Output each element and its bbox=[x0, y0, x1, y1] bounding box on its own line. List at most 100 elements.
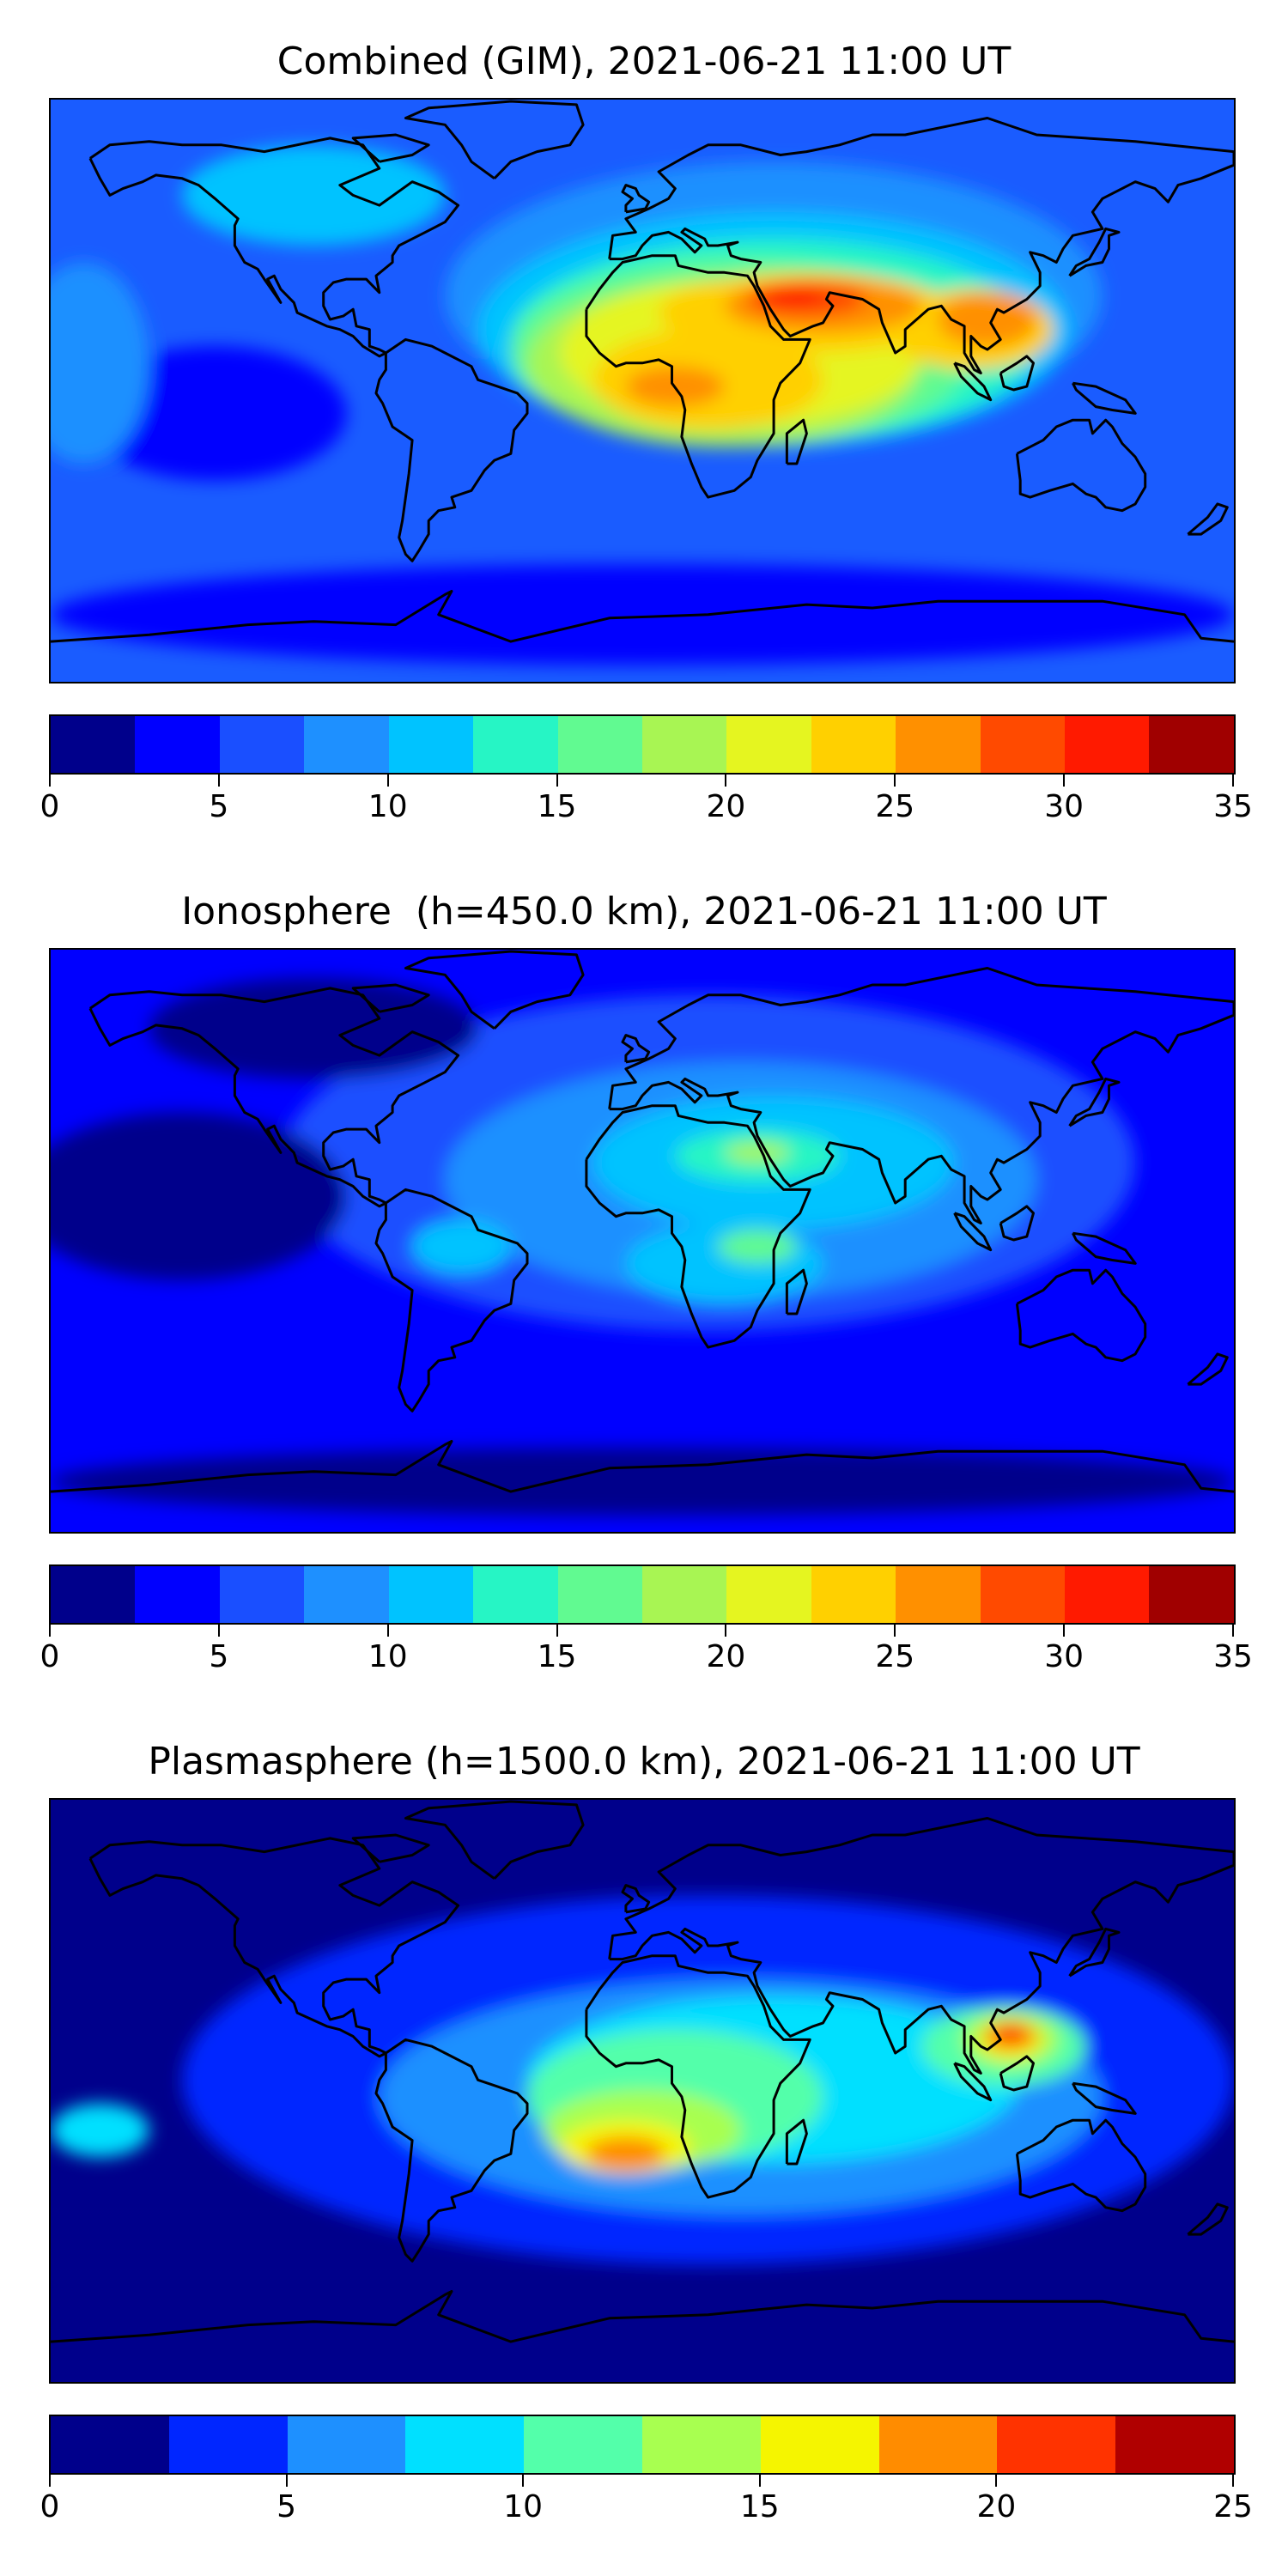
tec-contours bbox=[51, 1895, 1234, 2265]
coastline-africa bbox=[585, 1954, 811, 2199]
tec-contour-region bbox=[51, 564, 1234, 665]
colorbar-segment bbox=[51, 716, 136, 773]
colorbar-tick-label: 10 bbox=[503, 2489, 544, 2524]
colorbar-tick-label: 0 bbox=[39, 1639, 60, 1674]
tec-contour-region bbox=[938, 292, 1037, 347]
map-plasmasphere bbox=[49, 1798, 1236, 2384]
coastline-north-america bbox=[88, 1837, 460, 2058]
tec-map-ionosphere bbox=[51, 950, 1234, 1532]
colorbar-tick-label: 5 bbox=[209, 789, 229, 824]
tec-contour-region bbox=[51, 2103, 149, 2158]
colorbar-tick-label: 0 bbox=[39, 789, 60, 824]
tec-contour-region bbox=[182, 144, 446, 246]
coastline-australia bbox=[1015, 2118, 1147, 2213]
coastline-baffin bbox=[351, 1833, 430, 1863]
coastline-south-america bbox=[374, 1188, 529, 1413]
coastline-australia bbox=[1015, 1268, 1147, 1363]
colorbar-segment bbox=[980, 1566, 1066, 1623]
coastline-africa bbox=[585, 254, 811, 499]
colorbar-tick-label: 35 bbox=[1213, 1639, 1253, 1674]
colorbar-segment bbox=[1149, 716, 1234, 773]
coastlines bbox=[51, 1800, 1234, 2343]
coastline-britain bbox=[621, 1884, 651, 1914]
colorbar-tick-label: 0 bbox=[39, 2489, 60, 2524]
tec-contour-region bbox=[993, 2022, 1027, 2044]
colorbar-segment bbox=[304, 716, 389, 773]
coastline-new-zealand bbox=[1187, 1352, 1229, 1386]
coastline-madagascar bbox=[785, 418, 808, 465]
colorbar-segment bbox=[473, 1566, 558, 1623]
panel-title-ionosphere: Ionosphere (h=450.0 km), 2021-06-21 11:0… bbox=[181, 890, 1107, 933]
colorbar-segment bbox=[1065, 716, 1150, 773]
colorbar-segment bbox=[304, 1566, 389, 1623]
tec-contours bbox=[51, 978, 1234, 1516]
colorbar-tick bbox=[894, 1625, 896, 1637]
tec-contour-region bbox=[149, 978, 478, 1079]
coastline-japan bbox=[1068, 1077, 1121, 1127]
coastline-britain bbox=[621, 184, 651, 214]
panel-title-combined: Combined (GIM), 2021-06-21 11:00 UT bbox=[276, 39, 1012, 83]
colorbar-segment bbox=[219, 1566, 305, 1623]
tec-contour-region bbox=[625, 1223, 823, 1304]
colorbar-tick bbox=[556, 1625, 558, 1637]
colorbar-segment bbox=[135, 716, 220, 773]
colorbar-segment bbox=[524, 2416, 642, 2473]
colorbar-segment bbox=[878, 2416, 998, 2473]
colorbar-tick bbox=[386, 1625, 389, 1637]
colorbar-tick bbox=[894, 775, 896, 787]
coastline-greenland bbox=[404, 950, 585, 1030]
colorbar-tick-label: 20 bbox=[706, 789, 746, 824]
colorbar-segment bbox=[726, 716, 811, 773]
coastline-madagascar bbox=[785, 2118, 808, 2166]
coastline-baffin bbox=[351, 983, 430, 1013]
colorbar-segment bbox=[405, 2416, 525, 2473]
coastline-south-america bbox=[374, 2038, 529, 2263]
colorbar-ticks-combined: 0 5 10 15 20 25 30 35 bbox=[0, 775, 1288, 826]
colorbar-tick bbox=[1232, 2475, 1234, 2487]
coastline-borneo bbox=[999, 1205, 1035, 1242]
colorbar-segment bbox=[1065, 1566, 1150, 1623]
tec-contour-region bbox=[51, 262, 149, 464]
colorbar-tick-label: 25 bbox=[875, 1639, 915, 1674]
tec-contour-region bbox=[586, 2136, 665, 2171]
colorbar-segment bbox=[287, 2416, 406, 2473]
colorbar-tick-label: 25 bbox=[1213, 2489, 1253, 2524]
coastline-eurasia bbox=[608, 117, 1234, 374]
coastline-north-america bbox=[88, 137, 460, 358]
colorbar-segment bbox=[641, 2416, 761, 2473]
coastline-africa bbox=[585, 1104, 811, 1349]
colorbar-tick bbox=[1063, 775, 1066, 787]
coastline-greenland bbox=[404, 100, 585, 180]
coastline-borneo bbox=[999, 2055, 1035, 2092]
colorbar-tick-label: 30 bbox=[1044, 789, 1084, 824]
colorbar-segment bbox=[997, 2416, 1116, 2473]
coastline-new-guinea bbox=[1072, 2081, 1137, 2115]
colorbar-tick bbox=[49, 1625, 51, 1637]
colorbar-tick bbox=[49, 2475, 51, 2487]
colorbar-tick bbox=[49, 775, 51, 787]
coastline-south-america bbox=[374, 337, 529, 562]
colorbar-tick-label: 30 bbox=[1044, 1639, 1084, 1674]
coastline-new-zealand bbox=[1187, 502, 1229, 536]
colorbar-tick bbox=[217, 1625, 220, 1637]
coastline-japan bbox=[1068, 1927, 1121, 1978]
colorbar-tick bbox=[1063, 1625, 1066, 1637]
colorbar-tick-label: 15 bbox=[537, 789, 577, 824]
colorbar-segment bbox=[896, 1566, 981, 1623]
coastline-antarctica bbox=[51, 2290, 1234, 2343]
colorbar-plasmasphere bbox=[49, 2415, 1236, 2475]
colorbar-tick-label: 20 bbox=[976, 2489, 1017, 2524]
coastline-sumatra bbox=[953, 1212, 993, 1252]
colorbar-tick-label: 25 bbox=[875, 789, 915, 824]
coastline-greenland bbox=[404, 1800, 585, 1880]
colorbar-combined bbox=[49, 714, 1236, 775]
colorbar-ionosphere bbox=[49, 1564, 1236, 1625]
coastline-baffin bbox=[351, 133, 430, 163]
tec-map-plasmasphere bbox=[51, 1800, 1234, 2382]
colorbar-segment bbox=[760, 2416, 879, 2473]
colorbar-tick bbox=[217, 775, 220, 787]
colorbar-segment bbox=[557, 716, 642, 773]
colorbar-segment bbox=[811, 716, 896, 773]
coastline-borneo bbox=[999, 355, 1035, 392]
coastline-eurasia bbox=[608, 967, 1234, 1224]
